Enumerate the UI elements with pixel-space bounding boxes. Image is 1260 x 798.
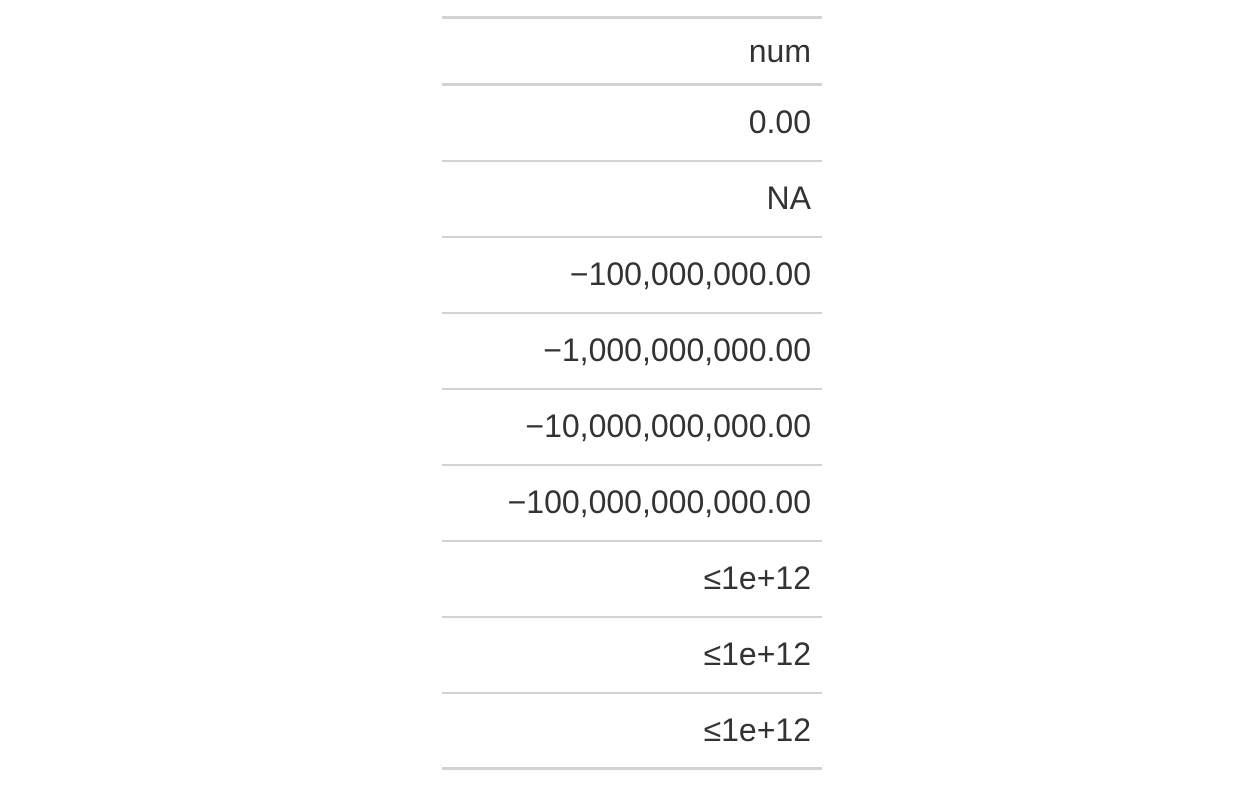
table-row: −100,000,000.00 xyxy=(442,235,822,313)
table-row: −10,000,000,000.00 xyxy=(442,387,822,465)
data-table-container: num 0.00 NA −100,000,000.00 −1,000,000,0… xyxy=(442,16,822,770)
table-row: ≤1e+12 xyxy=(442,539,822,617)
table-row: ≤1e+12 xyxy=(442,691,822,769)
table-cell: −10,000,000,000.00 xyxy=(442,387,822,465)
table-cell: −100,000,000.00 xyxy=(442,235,822,313)
table-row: 0.00 xyxy=(442,85,822,161)
table-cell: ≤1e+12 xyxy=(442,539,822,617)
table-row: −1,000,000,000.00 xyxy=(442,311,822,389)
table-cell: 0.00 xyxy=(748,104,811,141)
column-header-num: num xyxy=(442,17,822,86)
header-row: num xyxy=(442,17,822,86)
table-row: ≤1e+12 xyxy=(442,615,822,693)
table-body: 0.00 NA −100,000,000.00 −1,000,000,000.0… xyxy=(442,85,822,769)
table-header: num xyxy=(442,17,822,86)
data-table: num 0.00 NA −100,000,000.00 −1,000,000,0… xyxy=(442,16,822,770)
table-cell: −1,000,000,000.00 xyxy=(442,311,822,389)
table-cell: ≤1e+12 xyxy=(442,691,822,769)
table-row: −100,000,000,000.00 xyxy=(442,463,822,541)
table-cell: NA xyxy=(442,159,822,237)
table-cell: −100,000,000,000.00 xyxy=(442,463,822,541)
table-cell: ≤1e+12 xyxy=(442,615,822,693)
table-row: NA xyxy=(442,159,822,237)
